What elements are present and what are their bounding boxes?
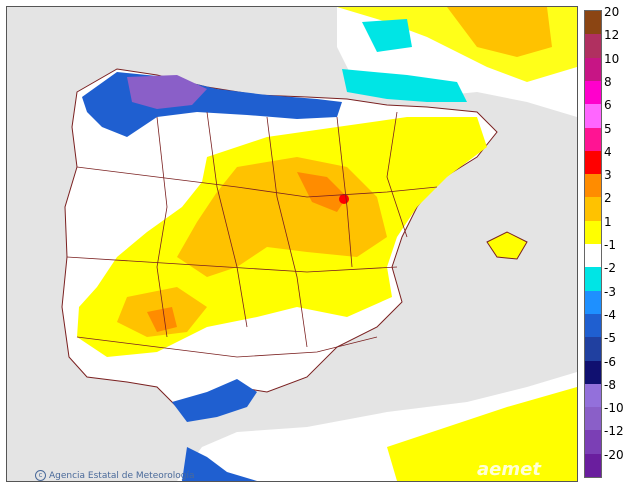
legend-swatch xyxy=(585,337,601,361)
aemet-watermark: aemet xyxy=(477,459,541,480)
legend-swatch xyxy=(585,313,601,338)
anomaly-zone-purple-north xyxy=(127,75,207,109)
anomaly-zone-darkorange xyxy=(297,172,347,212)
legend-tick-label: 4 xyxy=(604,144,612,159)
legend-swatch xyxy=(585,453,601,478)
legend-tick-label: -6 xyxy=(604,354,616,369)
legend-swatch xyxy=(585,244,601,268)
legend-tick-label: -10 xyxy=(604,401,624,416)
anomaly-map: c Agencia Estatal de Meteorología aemet xyxy=(6,6,578,482)
anomaly-zone-cyan-gulf xyxy=(342,69,467,102)
anomaly-zone-yellow-africa xyxy=(387,387,577,481)
legend-swatch xyxy=(585,267,601,292)
province-borders xyxy=(66,111,438,358)
map-canvas xyxy=(7,7,577,481)
legend-tick-label: 3 xyxy=(604,168,612,183)
legend-tick-label: 2 xyxy=(604,191,612,206)
legend-tick-label: -2 xyxy=(604,261,616,276)
anomaly-spot-red xyxy=(339,194,349,204)
legend-tick-label: -4 xyxy=(604,307,616,322)
legend-swatch xyxy=(585,11,601,35)
legend-tick-label: 5 xyxy=(604,121,612,136)
anomaly-zone-darkorange-sw xyxy=(147,307,177,332)
legend-swatch xyxy=(585,104,601,128)
legend-swatch xyxy=(585,407,601,431)
anomaly-zone-orange-france xyxy=(447,7,552,57)
credit-text: Agencia Estatal de Meteorología xyxy=(49,471,195,481)
legend-swatch xyxy=(585,34,601,59)
legend-swatch xyxy=(585,290,601,315)
legend-tick-label: -12 xyxy=(604,424,624,439)
anomaly-zone-blue-south xyxy=(172,379,257,422)
legend-tick-label: -1 xyxy=(604,238,616,252)
legend-tick-label: 6 xyxy=(604,98,612,113)
legend-swatch xyxy=(585,80,601,105)
legend-swatch xyxy=(585,150,601,175)
legend-tick-label: 20 xyxy=(604,5,620,19)
legend-tick-label: -5 xyxy=(604,331,616,346)
legend-swatch xyxy=(585,360,601,385)
legend-swatch xyxy=(585,220,601,245)
legend-swatch xyxy=(585,430,601,455)
legend-swatch xyxy=(585,127,601,152)
legend-tick-label: 1 xyxy=(604,214,612,229)
legend-tick-label: -8 xyxy=(604,377,616,392)
legend-swatch xyxy=(585,383,601,408)
copyright-icon: c xyxy=(35,470,46,481)
legend-tick-label: -3 xyxy=(604,284,616,299)
anomaly-zone-cyan-north xyxy=(362,19,412,52)
legend-swatch xyxy=(585,174,601,198)
balearic-islands xyxy=(486,231,528,260)
legend-tick-label: 8 xyxy=(604,74,612,89)
color-legend xyxy=(584,10,602,478)
anomaly-zone-blue-morocco xyxy=(182,447,257,481)
legend-tick-label: 12 xyxy=(604,28,620,43)
credit-line: c Agencia Estatal de Meteorología xyxy=(35,470,195,481)
legend-swatch xyxy=(585,197,601,222)
legend-tick-label: -20 xyxy=(604,447,624,462)
legend-swatch xyxy=(585,57,601,82)
legend-tick-label: 10 xyxy=(604,51,620,66)
